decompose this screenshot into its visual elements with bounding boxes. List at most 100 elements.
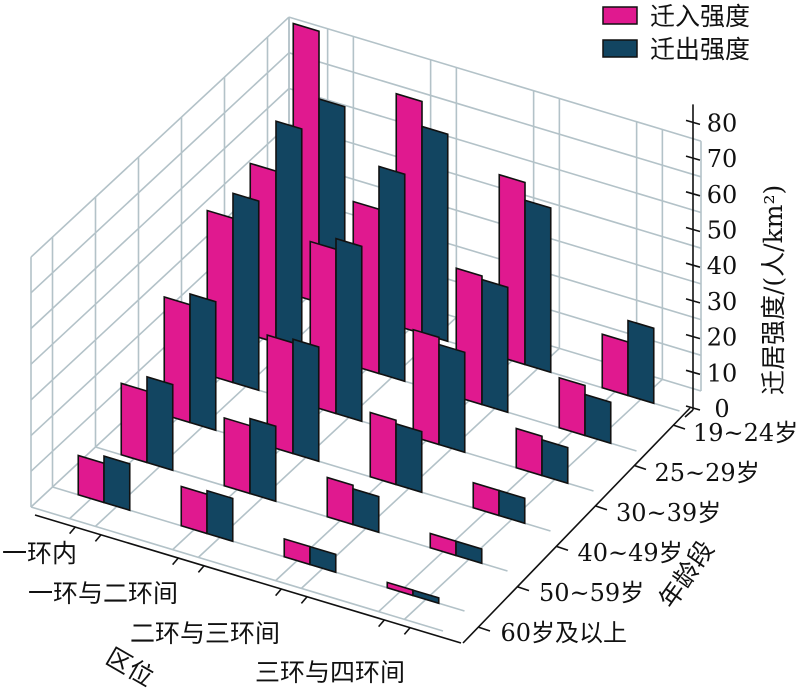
bar-outflow [541,438,569,485]
x-axis-tick [275,588,283,597]
x-axis-tick [197,564,205,573]
y-axis-tick [594,505,608,511]
x-axis-tick [94,533,102,542]
bar-outflow [146,375,174,472]
bar-outflow [189,292,217,432]
z-tick-label: 0 [714,395,729,423]
back-wall-gridline [288,87,702,214]
bar-outflow [524,199,552,374]
x-tick-label: 一环内 [2,539,77,568]
left-wall-gridline [30,123,290,365]
z-axis-title: 迁居强度/(人/km²) [759,185,788,395]
z-tick-label: 80 [707,109,738,137]
left-wall-gridline [30,87,290,330]
bar-outflow [292,338,320,463]
bar-outflow [335,237,363,423]
floor-gridline [30,506,444,632]
bar-inflow [386,581,414,597]
bar-outflow [421,125,449,343]
z-axis-tick [685,191,701,197]
bar-inflow [369,411,397,486]
z-tick-label: 30 [707,288,738,316]
bar-inflow [283,537,311,566]
bar-inflow [412,328,440,446]
z-tick-label: 10 [707,359,738,387]
y-tick-label: 40~49岁 [578,539,683,567]
z-axis-tick [685,333,701,340]
x-axis-line [34,514,462,644]
z-tick-label: 40 [707,252,738,280]
bar-inflow [558,376,586,437]
z-axis-tick [685,155,701,161]
z-axis-tick [685,262,701,268]
z-tick-label: 60 [707,181,738,209]
bar-inflow [223,416,251,495]
bar-outflow [584,393,612,445]
bar-outflow [627,319,655,405]
z-axis-line [684,409,694,418]
back-wall-gridline [288,16,702,142]
bar-inflow [180,485,208,535]
bar-outflow [498,489,526,525]
legend-swatch-inflow [602,6,638,25]
bar-outflow [412,589,440,605]
z-tick-label: 50 [707,217,738,245]
x-axis-title: 区位 [101,642,159,690]
bar-inflow [429,532,457,557]
bar-outflow [378,165,406,383]
back-wall-gridline [288,52,702,178]
bar-inflow [601,333,629,397]
y-axis-tick [555,545,569,551]
x-axis-tick [69,526,77,535]
left-wall-gridline [30,52,290,294]
z-tick-label: 70 [707,145,738,173]
bar-outflow [352,487,380,534]
left-wall-gridline [30,16,290,258]
y-axis-tick [672,424,686,430]
bar-outflow [249,417,277,503]
y-axis-tick [516,585,530,592]
legend-label-inflow: 迁入强度 [650,2,750,31]
y-axis-line [462,407,691,644]
bar-inflow [77,454,105,504]
z-axis-tick [685,226,701,233]
z-axis-tick [685,405,701,411]
bar-inflow [326,476,354,526]
bar-inflow [120,382,148,464]
bars [77,22,655,605]
x-axis-tick [172,557,180,566]
bar-outflow [395,422,423,494]
legend-label-outflow: 迁出强度 [650,35,750,64]
bar-outflow [438,343,466,454]
y-tick-label: 25~29岁 [655,459,760,487]
y-axis-tick [477,626,491,632]
x-axis-tick [300,595,308,604]
bar-outflow [481,278,509,414]
legend: 迁入强度 迁出强度 [602,2,750,64]
z-axis-tick [685,119,701,126]
bar-outflow [232,192,260,392]
y-tick-label: 50~59岁 [539,579,644,607]
y-tick-label: 60岁及以上 [501,619,628,647]
z-tick-label: 20 [707,324,738,352]
bar-inflow [515,427,543,477]
floor-gridline [300,347,560,589]
bar-outflow [103,455,131,512]
x-axis-tick [403,626,411,635]
bar-outflow [275,120,303,352]
bar-outflow [309,545,337,574]
x-axis-tick [378,619,386,628]
back-wall-gridline [288,159,702,285]
z-axis-tick [685,369,701,376]
bar-inflow [472,481,500,517]
bar-outflow [206,489,234,543]
back-wall-gridline [288,123,702,249]
y-axis-tick [633,464,647,471]
y-tick-label: 30~39岁 [616,499,721,527]
z-axis-tick [685,298,701,304]
floor-gridline [403,378,663,620]
x-tick-label: 三环与四环间 [255,658,405,687]
legend-swatch-outflow [602,39,638,58]
